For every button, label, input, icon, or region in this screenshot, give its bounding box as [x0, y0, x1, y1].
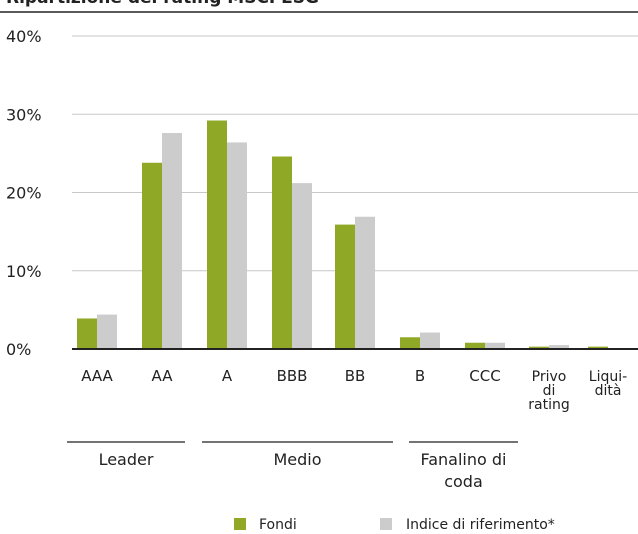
bar-fondi — [400, 337, 420, 349]
y-tick-label: 40% — [6, 27, 42, 46]
bars — [77, 120, 608, 349]
y-tick-label: 20% — [6, 184, 42, 203]
bar-indice — [292, 183, 312, 349]
legend: Fondi Indice di riferimento* — [234, 517, 555, 533]
bar-indice — [162, 133, 182, 349]
category-groups: Leader Medio Fanalino di coda — [67, 441, 518, 491]
y-tick-label: 10% — [6, 262, 42, 281]
bar-fondi — [335, 224, 355, 349]
x-category-label: BBB — [277, 367, 308, 385]
x-category-label: Privo di rating — [528, 369, 569, 413]
bar-fondi — [529, 346, 549, 349]
y-tick-label: 30% — [6, 105, 42, 124]
x-category-label: BB — [345, 367, 366, 385]
legend-swatch — [380, 518, 392, 530]
group-label: Fanalino di coda — [421, 450, 507, 491]
bar-fondi — [207, 120, 227, 349]
x-category-label: AAA — [81, 367, 113, 385]
x-category-label: CCC — [469, 367, 500, 385]
x-category-label: AA — [152, 367, 174, 385]
bar-indice — [549, 345, 569, 349]
bar-indice — [227, 142, 247, 349]
bar-fondi — [142, 162, 162, 349]
bar-indice — [355, 216, 375, 349]
y-axis-ticks: 0% 10% 20% 30% 40% — [6, 27, 42, 359]
bar-fondi — [272, 156, 292, 349]
bar-indice — [420, 332, 440, 349]
y-tick-label: 0% — [6, 340, 31, 359]
legend-label: Indice di riferimento* — [406, 517, 555, 533]
bar-fondi — [588, 346, 608, 349]
bar-indice — [97, 314, 117, 349]
x-category-label: B — [415, 367, 425, 385]
legend-swatch — [234, 518, 246, 530]
bar-fondi — [77, 318, 97, 349]
x-category-label: A — [222, 367, 233, 385]
bar-fondi — [465, 342, 485, 349]
x-category-label: Liqui-dità — [589, 369, 627, 399]
group-label: Medio — [273, 450, 321, 469]
legend-label: Fondi — [259, 517, 297, 533]
chart-title: Ripartizione del rating MSCI ESG — [6, 0, 319, 8]
bar-indice — [485, 342, 505, 349]
group-label: Leader — [99, 450, 154, 469]
